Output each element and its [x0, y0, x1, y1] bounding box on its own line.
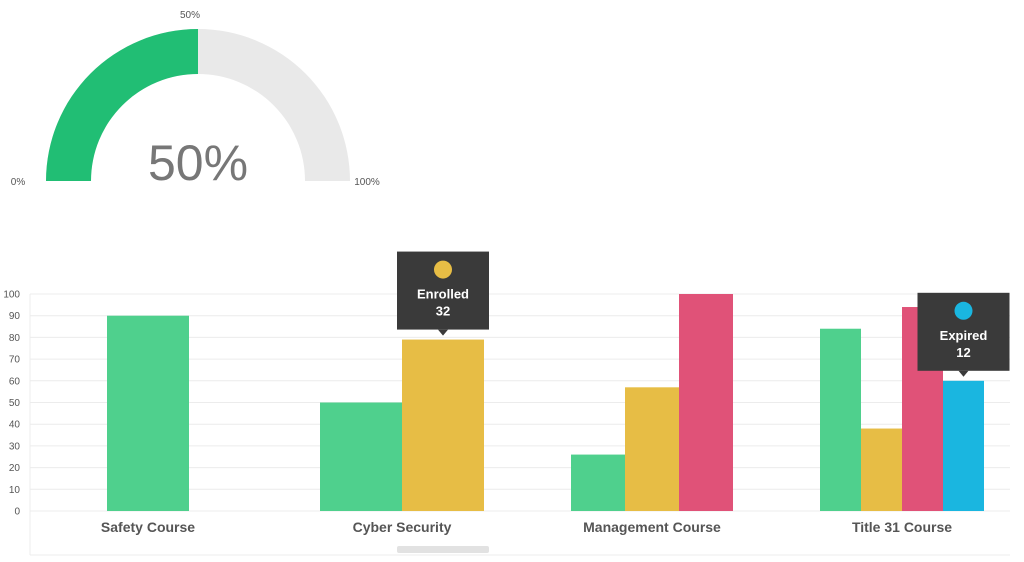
y-tick-label: 80	[9, 333, 21, 344]
tooltip-pointer	[958, 370, 969, 377]
bar-yellow[interactable]	[861, 428, 902, 511]
y-tick-label: 0	[14, 507, 20, 518]
y-tick-label: 70	[9, 355, 21, 366]
tooltips: Enrolled 32 Expired 12	[397, 251, 1010, 377]
tooltip-value: 32	[436, 304, 450, 319]
tooltip-label: Expired	[940, 328, 988, 343]
y-tick-label: 100	[3, 290, 20, 301]
gauge-max-label: 100%	[354, 177, 380, 188]
tooltip-swatch	[954, 301, 973, 320]
tooltip-label: Enrolled	[417, 287, 469, 302]
bar-pink[interactable]	[679, 294, 733, 511]
y-tick-label: 10	[9, 485, 21, 496]
bar-green[interactable]	[571, 454, 625, 511]
x-category-label: Cyber Security	[353, 519, 452, 535]
y-tick-label: 30	[9, 441, 21, 452]
y-axis-ticks: 0 10 20 30 40 50 60 70 80 90 100	[3, 290, 20, 518]
y-tick-label: 40	[9, 420, 21, 431]
x-category-label: Management Course	[583, 519, 721, 535]
bar-green[interactable]	[320, 402, 402, 512]
gauge-fill	[46, 29, 198, 181]
gauge-value-label: 50%	[148, 135, 248, 191]
tooltip-pointer	[438, 329, 448, 336]
bar-chart: 0 10 20 30 40 50 60 70 80 90 100 Safety Course Cybe…	[3, 251, 1010, 556]
bar-green[interactable]	[820, 328, 861, 511]
gauge-chart: 50% 0% 50% 100%	[11, 10, 380, 191]
y-tick-label: 90	[9, 311, 21, 322]
tooltip: Expired 12	[917, 292, 1010, 377]
y-tick-label: 20	[9, 463, 21, 474]
x-axis-categories: Safety Course Cyber Security Management Co…	[101, 519, 952, 535]
y-tick-label: 50	[9, 398, 21, 409]
horizontal-scrollbar[interactable]	[397, 546, 489, 553]
bar-yellow[interactable]	[625, 387, 679, 511]
bar-green[interactable]	[107, 315, 189, 511]
y-tick-label: 60	[9, 376, 21, 387]
tooltip-swatch	[434, 260, 452, 279]
tooltip: Enrolled 32	[397, 251, 489, 336]
tooltip-value: 12	[956, 345, 970, 360]
gauge-min-label: 0%	[11, 177, 26, 188]
x-category-label: Safety Course	[101, 519, 195, 535]
bar-yellow[interactable]	[402, 339, 484, 511]
bar-cyan[interactable]	[943, 380, 984, 511]
x-category-label: Title 31 Course	[852, 519, 952, 535]
gauge-mid-label: 50%	[180, 10, 200, 21]
